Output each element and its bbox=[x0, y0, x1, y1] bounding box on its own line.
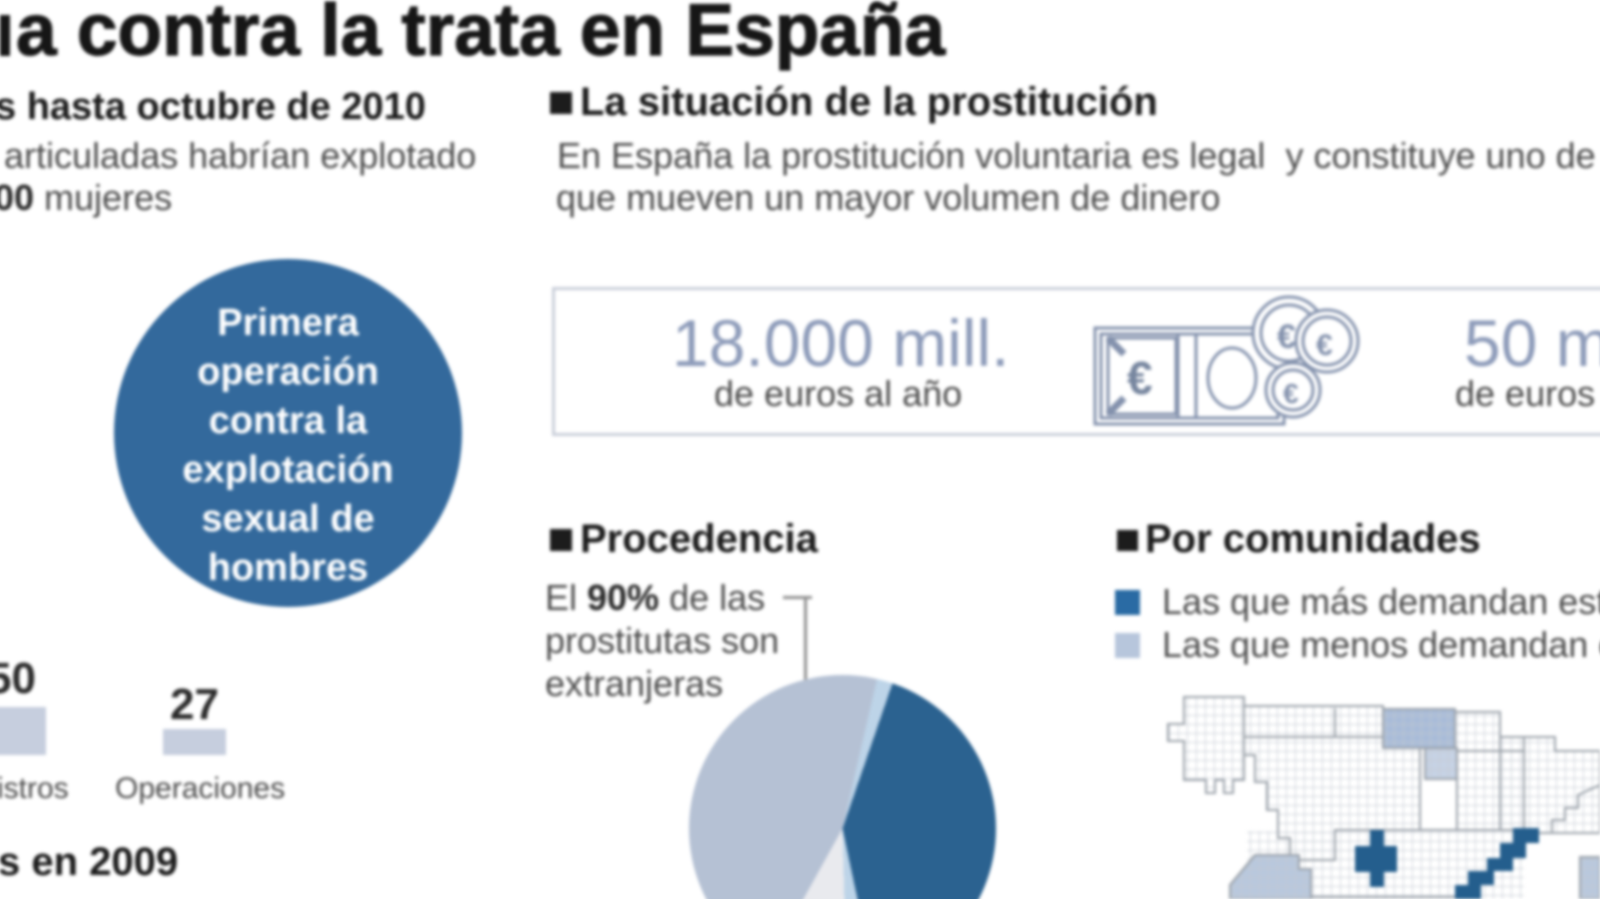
svg-text:€: € bbox=[1316, 329, 1333, 362]
svg-text:€: € bbox=[1277, 318, 1296, 356]
svg-text:€: € bbox=[1127, 352, 1153, 404]
svg-text:€: € bbox=[1283, 378, 1299, 409]
